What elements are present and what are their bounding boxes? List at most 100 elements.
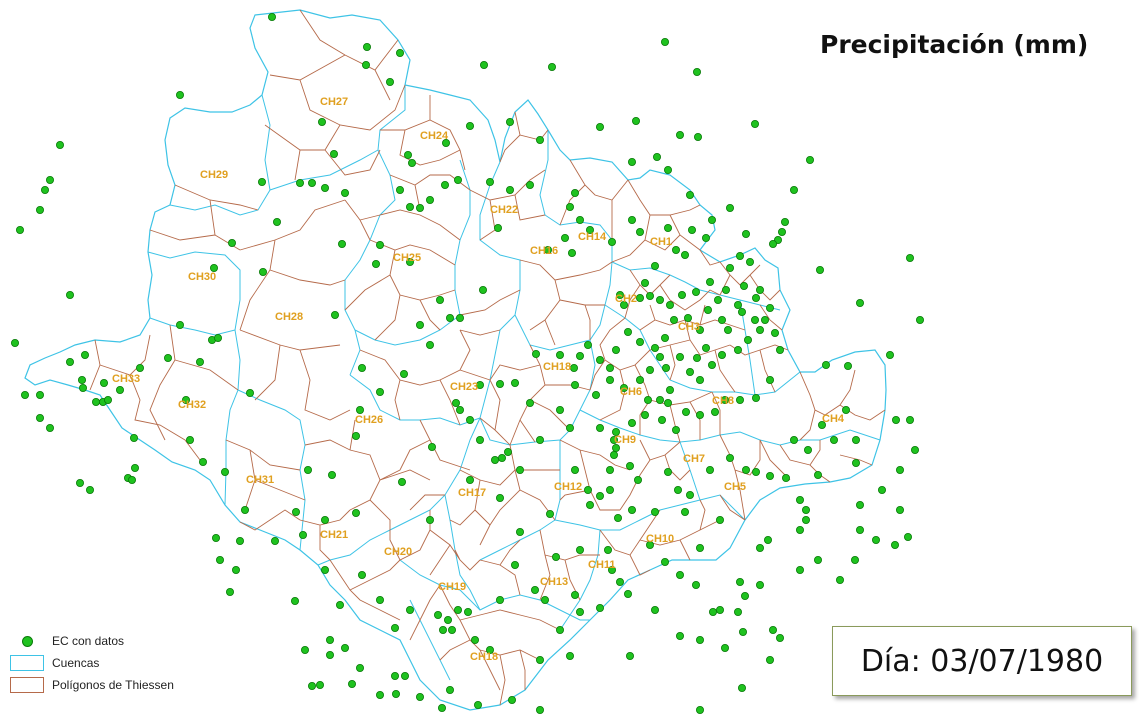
station-point [742,465,751,474]
station-point [445,313,454,322]
station-point [453,606,462,615]
station-point [771,328,780,337]
station-point [790,435,799,444]
basin-label-ch6: CH6 [620,386,642,398]
station-point [756,325,765,334]
basin-label-ch29: CH29 [200,169,228,181]
station-point [658,415,667,424]
station-point [620,383,629,392]
station-point [135,363,144,372]
station-point [536,135,545,144]
basin-label-ch21: CH21 [320,529,348,541]
station-point [592,390,601,399]
station-point [357,363,366,372]
station-point [641,278,650,287]
station-point [672,425,681,434]
station-point [351,431,360,440]
basin-label-ch20: CH20 [384,546,412,558]
thiessen-swatch-icon [10,677,44,693]
station-point [681,250,690,259]
station-point [267,12,276,21]
station-point [666,385,675,394]
station-point [776,634,785,643]
basin-label-ch19: CH19 [438,581,466,593]
station-point [711,407,720,416]
station-point [664,398,673,407]
basin-labels: CH27 CH24 CH29 CH22 CH14 CH1 CH16 CH25 CH30 CH2 CH… [112,96,845,663]
station-point [325,636,334,645]
station-point [215,556,224,565]
station-point [272,217,281,226]
station-dot-icon [10,633,44,649]
station-point [510,378,519,387]
basin-label-ch25: CH25 [393,252,421,264]
station-point [329,149,338,158]
station-point [781,217,790,226]
station-point [566,652,575,661]
station-point [493,223,502,232]
station-point [495,493,504,502]
station-point [776,345,785,354]
station-point [303,465,312,474]
basin-label-ch31: CH31 [246,474,274,486]
station-point [891,541,900,550]
station-point [400,672,409,681]
station-point [270,537,279,546]
station-point [714,295,723,304]
station-point [656,352,665,361]
station-point [415,320,424,329]
station-point [610,435,619,444]
station-point [307,682,316,691]
station-point [661,558,670,567]
station-point [361,61,370,70]
station-point [836,576,845,585]
station-point [438,626,447,635]
station-point [596,123,605,132]
station-point [510,561,519,570]
date-display: Día: 03/07/1980 [832,626,1132,696]
station-point [465,122,474,131]
station-point [709,608,718,617]
station-point [586,225,595,234]
station-point [561,233,570,242]
station-point [441,138,450,147]
station-point [576,215,585,224]
station-point [566,423,575,432]
station-point [736,578,745,587]
station-point [726,203,735,212]
station-point [258,267,267,276]
station-point [437,704,446,713]
station-point [752,293,761,302]
station-point [704,305,713,314]
station-point [670,315,679,324]
station-point [395,49,404,58]
legend-label-stations: EC con datos [52,634,125,648]
station-point [245,388,254,397]
station-point [397,477,406,486]
station-point [641,410,650,419]
station-point [818,420,827,429]
basin-label-ch10: CH10 [646,533,674,545]
station-point [672,245,681,254]
basin-label-ch4: CH4 [822,413,845,425]
basin-label-ch7: CH7 [683,453,705,465]
station-point [240,505,249,514]
station-point [684,313,693,322]
station-point [79,383,88,392]
station-point [764,536,773,545]
station-point [227,238,236,247]
station-point [666,300,675,309]
station-point [674,485,683,494]
station-point [485,646,494,655]
station-point [904,533,913,542]
station-point [516,528,525,537]
station-point [906,253,915,262]
station-point [337,239,346,248]
station-point [375,596,384,605]
station-point [455,313,464,322]
station-point [403,150,412,159]
station-point [742,229,751,238]
station-point [676,571,685,580]
station-point [46,175,55,184]
